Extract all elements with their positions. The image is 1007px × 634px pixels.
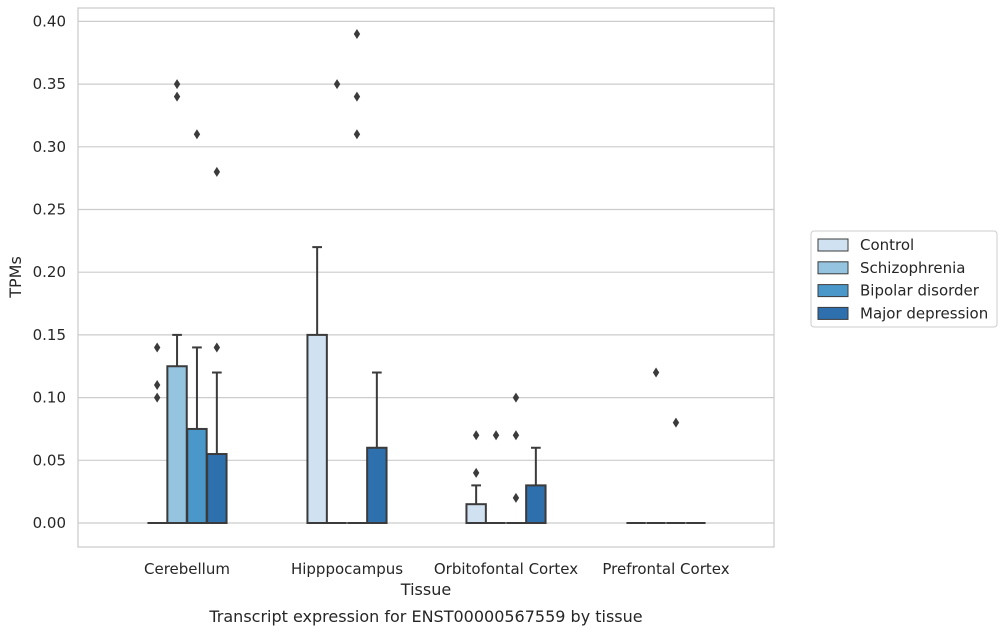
box-1-2	[347, 28, 367, 524]
y-tick-label: 0.25	[33, 201, 66, 219]
x-tick-label: Cerebellum	[144, 560, 230, 578]
x-tick-label: Prefrontal Cortex	[602, 560, 729, 578]
legend-label: Schizophrenia	[860, 259, 965, 277]
outlier-point	[512, 392, 520, 403]
box-3-1	[646, 367, 666, 524]
box-0-1	[166, 79, 188, 524]
box	[306, 333, 328, 524]
box	[186, 427, 208, 525]
legend: Control Schizophrenia Bipolar disorder Majo…	[810, 230, 998, 328]
outlier-point	[512, 430, 520, 441]
box	[525, 484, 547, 525]
outlier-point	[213, 342, 221, 353]
outlier-point	[353, 129, 361, 140]
legend-label: Control	[860, 236, 914, 254]
plot-frame	[77, 7, 775, 548]
x-tick-label: Hipppocampus	[291, 560, 403, 578]
legend-swatch	[817, 238, 849, 252]
box-2-1	[486, 430, 506, 524]
x-axis-label: Tissue	[400, 580, 451, 599]
y-axis-label: TPMs	[6, 256, 25, 299]
outlier-point	[492, 430, 500, 441]
y-tick-label: 0.40	[33, 12, 66, 30]
box-0-0	[147, 342, 167, 524]
x-tick-label: Orbitofontal Cortex	[434, 560, 578, 578]
y-tick-labels: 0.00 0.05 0.10 0.15 0.20 0.25 0.30 0.35 0.40	[33, 12, 66, 532]
legend-label: Bipolar disorder	[860, 282, 980, 300]
box-1-0	[306, 246, 328, 524]
y-tick-label: 0.35	[33, 75, 66, 93]
legend-swatch	[817, 284, 849, 298]
box-0-3	[206, 166, 228, 524]
outlier-point	[153, 380, 161, 391]
box	[166, 365, 188, 524]
outlier-point	[153, 342, 161, 353]
y-tick-label: 0.05	[33, 451, 66, 469]
outlier-point	[173, 79, 181, 90]
y-tick-label: 0.30	[33, 138, 66, 156]
outlier-point	[672, 417, 680, 428]
box-3-2	[666, 417, 686, 524]
y-tick-label: 0.15	[33, 326, 66, 344]
x-tick-labels: Cerebellum Hipppocampus Orbitofontal Corte…	[144, 560, 730, 578]
box-2-0	[465, 430, 487, 525]
box	[206, 453, 228, 524]
outlier-point	[173, 91, 181, 102]
outlier-point	[652, 367, 660, 378]
box-2-3	[525, 446, 547, 525]
legend-label: Major depression	[860, 304, 988, 322]
legend-frame	[810, 230, 998, 328]
chart-caption: Transcript expression for ENST0000056755…	[208, 607, 642, 626]
box	[366, 446, 388, 525]
outlier-point	[193, 129, 201, 140]
outlier-point	[153, 392, 161, 403]
outlier-point	[472, 467, 480, 478]
y-tick-label: 0.20	[33, 263, 66, 281]
box-2-2	[506, 392, 526, 524]
legend-swatch	[817, 306, 849, 320]
outlier-point	[353, 28, 361, 39]
outlier-point	[512, 492, 520, 503]
box-1-1	[327, 79, 347, 524]
outlier-point	[213, 166, 221, 177]
legend-swatch	[817, 261, 849, 275]
outlier-point	[333, 79, 341, 90]
box	[465, 503, 487, 525]
y-tick-label: 0.00	[33, 514, 66, 532]
y-tick-label: 0.10	[33, 389, 66, 407]
box-1-3	[366, 371, 388, 525]
outlier-point	[353, 91, 361, 102]
outlier-point	[472, 430, 480, 441]
box-plots	[147, 28, 706, 525]
